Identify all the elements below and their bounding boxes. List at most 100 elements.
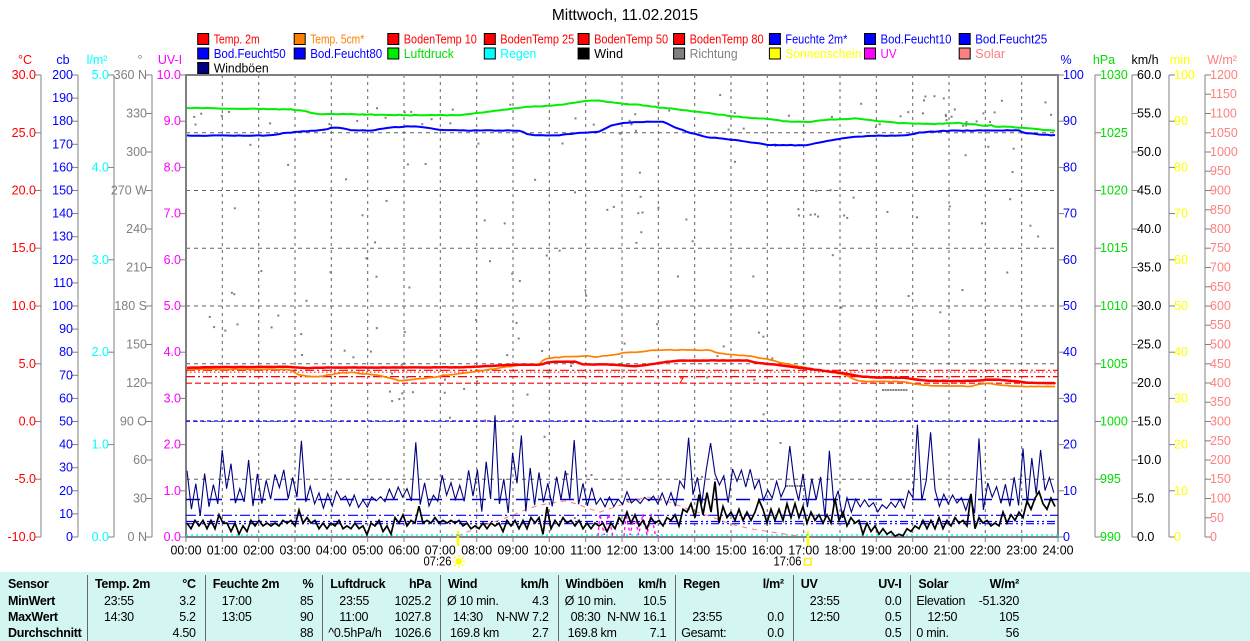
svg-text:140: 140	[52, 207, 73, 221]
svg-text:400: 400	[1210, 376, 1231, 390]
svg-text:700: 700	[1210, 261, 1231, 275]
svg-text:-10.0: -10.0	[8, 530, 37, 544]
svg-text:0 N: 0 N	[128, 530, 147, 544]
svg-text:18:00: 18:00	[825, 544, 856, 558]
svg-text:950: 950	[1210, 164, 1231, 178]
svg-text:03:00: 03:00	[280, 544, 311, 558]
svg-text:60.0: 60.0	[1137, 68, 1161, 82]
svg-text:3.0: 3.0	[164, 391, 181, 405]
svg-text:Luftdruck: Luftdruck	[404, 47, 455, 61]
svg-text:cb: cb	[56, 53, 69, 67]
svg-text:6.0: 6.0	[164, 253, 181, 267]
svg-text:l/m²: l/m²	[87, 53, 108, 67]
svg-text:10.0: 10.0	[1137, 453, 1161, 467]
svg-text:1.0: 1.0	[164, 484, 181, 498]
svg-text:20.0: 20.0	[1137, 376, 1161, 390]
svg-text:4.0: 4.0	[92, 160, 109, 174]
svg-text:40: 40	[59, 438, 73, 452]
svg-text:1100: 1100	[1210, 107, 1237, 121]
svg-text:55.0: 55.0	[1137, 107, 1161, 121]
svg-text:70: 70	[1174, 207, 1188, 221]
svg-text:5.0: 5.0	[164, 299, 181, 313]
svg-text:1150: 1150	[1210, 87, 1237, 101]
svg-text:110: 110	[53, 276, 73, 290]
svg-text:1020: 1020	[1100, 184, 1128, 198]
svg-text:%: %	[1060, 53, 1071, 67]
svg-text:10.0: 10.0	[157, 68, 181, 82]
svg-text:40: 40	[1063, 345, 1077, 359]
svg-text:Temp. 5cm*: Temp. 5cm*	[310, 33, 364, 47]
svg-text:360 N: 360 N	[114, 68, 147, 82]
svg-text:1200: 1200	[1210, 68, 1238, 82]
svg-text:Mittwoch, 11.02.2015: Mittwoch, 11.02.2015	[552, 7, 698, 24]
svg-text:600: 600	[1210, 299, 1231, 313]
svg-text:5.0: 5.0	[19, 357, 36, 371]
svg-text:10: 10	[59, 507, 73, 521]
svg-text:16:00: 16:00	[752, 544, 783, 558]
svg-text:12:00: 12:00	[607, 544, 638, 558]
svg-text:07:00: 07:00	[425, 544, 456, 558]
svg-text:80: 80	[1063, 160, 1077, 174]
svg-text:15:00: 15:00	[716, 544, 747, 558]
svg-text:02:00: 02:00	[243, 544, 274, 558]
svg-text:BodenTemp 10: BodenTemp 10	[404, 33, 477, 47]
svg-text:70: 70	[59, 368, 73, 382]
svg-text:1000: 1000	[1210, 145, 1238, 159]
svg-text:150: 150	[1210, 472, 1231, 486]
svg-text:990: 990	[1100, 530, 1121, 544]
svg-text:05:00: 05:00	[352, 544, 383, 558]
svg-text:21:00: 21:00	[934, 544, 965, 558]
svg-text:15.0: 15.0	[1137, 415, 1161, 429]
svg-text:170: 170	[52, 137, 73, 151]
svg-text:10: 10	[1063, 484, 1077, 498]
svg-text:995: 995	[1100, 472, 1121, 486]
svg-text:250: 250	[1210, 434, 1231, 448]
svg-text:Feuchte 2m*: Feuchte 2m*	[785, 33, 847, 47]
svg-text:30.0: 30.0	[12, 68, 36, 82]
svg-text:90: 90	[1063, 114, 1077, 128]
svg-text:450: 450	[1210, 357, 1231, 371]
svg-text:30: 30	[1063, 391, 1077, 405]
svg-text:22:00: 22:00	[970, 544, 1001, 558]
svg-text:330: 330	[126, 107, 147, 121]
svg-text:5.0: 5.0	[92, 68, 109, 82]
svg-text:9.0: 9.0	[164, 114, 181, 128]
svg-text:14:00: 14:00	[679, 544, 710, 558]
svg-text:4.0: 4.0	[164, 345, 181, 359]
svg-text:1030: 1030	[1100, 68, 1128, 82]
svg-text:120: 120	[126, 376, 147, 390]
svg-text:100: 100	[1174, 68, 1195, 82]
svg-text:20: 20	[1063, 438, 1077, 452]
svg-text:-5.0: -5.0	[14, 472, 36, 486]
svg-text:900: 900	[1210, 184, 1231, 198]
svg-text:0: 0	[1210, 530, 1217, 544]
svg-text:24:00: 24:00	[1043, 544, 1074, 558]
svg-text:160: 160	[52, 160, 73, 174]
svg-text:90: 90	[1174, 114, 1188, 128]
svg-text:20.0: 20.0	[12, 184, 36, 198]
svg-text:60: 60	[133, 453, 147, 467]
svg-text:180 S: 180 S	[114, 299, 147, 313]
svg-text:25.0: 25.0	[1137, 338, 1161, 352]
svg-text:0.0: 0.0	[164, 530, 181, 544]
svg-text:17:06: 17:06	[774, 555, 802, 569]
svg-text:50: 50	[1063, 299, 1077, 313]
svg-text:45.0: 45.0	[1137, 184, 1161, 198]
svg-text:1.0: 1.0	[92, 438, 109, 452]
svg-text:BodenTemp 50: BodenTemp 50	[594, 33, 668, 47]
svg-text:1010: 1010	[1100, 299, 1128, 313]
svg-text:13:00: 13:00	[643, 544, 674, 558]
svg-text:1050: 1050	[1210, 126, 1238, 140]
svg-text:1005: 1005	[1100, 357, 1128, 371]
svg-text:23:00: 23:00	[1006, 544, 1037, 558]
svg-text:2.0: 2.0	[92, 345, 109, 359]
svg-text:hPa: hPa	[1093, 53, 1115, 67]
svg-text:40.0: 40.0	[1137, 222, 1161, 236]
svg-text:60: 60	[59, 391, 73, 405]
svg-text:10.0: 10.0	[12, 299, 36, 313]
svg-text:270 W: 270 W	[111, 184, 147, 198]
svg-text:Solar: Solar	[975, 47, 1005, 61]
svg-text:130: 130	[52, 230, 73, 244]
svg-text:100: 100	[1210, 492, 1231, 506]
svg-text:800: 800	[1210, 222, 1231, 236]
